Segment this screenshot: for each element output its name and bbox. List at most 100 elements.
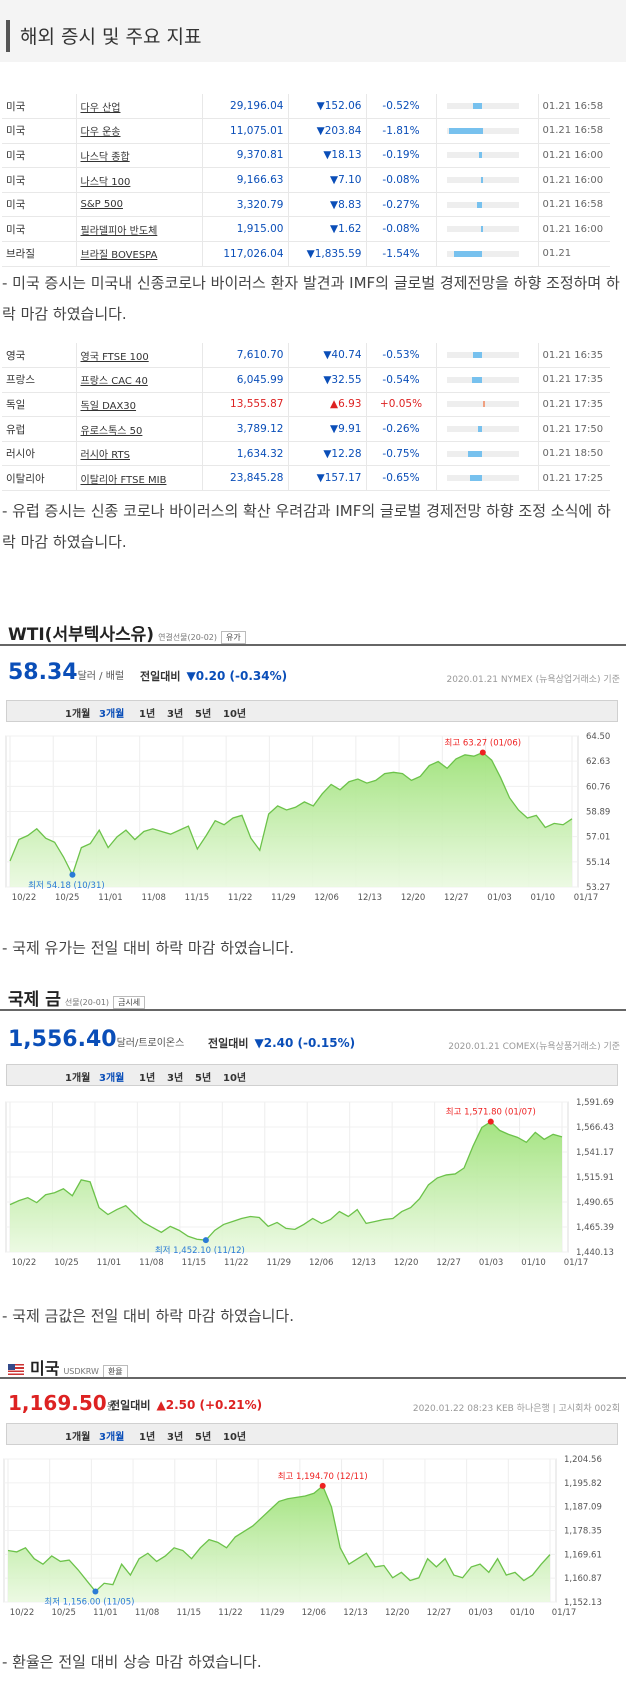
percent-cell: -0.19%: [366, 143, 437, 169]
tab-gold-4[interactable]: 5년: [195, 1073, 212, 1084]
market-row: 이탈리아 이탈리아 FTSE MIB 23,845.28 ▼157.17 -0.65% 0…: [2, 465, 610, 492]
wti-period-tabs: 1개월 3개월 1년 3년 5년 10년: [6, 700, 618, 722]
tab-gold-2[interactable]: 1년: [139, 1073, 156, 1084]
change-bar-cell: [436, 343, 539, 369]
usd-unit: 원: [106, 1402, 116, 1413]
high-marker: [479, 749, 486, 756]
gold-price-button[interactable]: 금시세: [113, 996, 146, 1009]
y-tick-label: 55.14: [586, 858, 610, 868]
change-cell: ▼157.17: [288, 465, 367, 492]
tab-wti-5[interactable]: 10년: [223, 709, 247, 720]
index-name-link[interactable]: 다우 운송: [76, 118, 203, 144]
x-tick-label: 12/27: [444, 893, 469, 903]
y-tick-label: 1,541.17: [576, 1148, 614, 1158]
gold-chart: 10/22 10/25 11/01 11/08 11/15 11/22 11/29 12/06…: [5, 1098, 614, 1268]
y-tick-label: 62.63: [586, 757, 610, 767]
index-name-link[interactable]: 영국 FTSE 100: [76, 343, 203, 369]
change-cell: ▼32.55: [288, 367, 367, 393]
x-tick-label: 01/10: [521, 1258, 546, 1268]
tab-usd-4[interactable]: 5년: [195, 1432, 212, 1443]
tab-gold-5[interactable]: 10년: [223, 1073, 247, 1084]
change-bar-fill: [470, 475, 483, 482]
change-bar-fill: [468, 450, 483, 457]
index-name-link[interactable]: 독일 DAX30: [76, 392, 203, 418]
tab-usd-0[interactable]: 1개월: [65, 1432, 91, 1443]
x-tick-label: 10/22: [12, 893, 37, 903]
market-row: 미국 다우 운송 11,075.01 ▼203.84 -1.81% 01.21 16:58: [2, 118, 610, 144]
change-bar-fill: [453, 250, 483, 257]
tab-usd-5[interactable]: 10년: [223, 1432, 247, 1443]
price-cell: 3,320.79: [202, 192, 289, 218]
change-bar-fill: [472, 352, 483, 359]
index-name-link[interactable]: 나스닥 종합: [76, 143, 203, 169]
x-tick-label: 12/27: [427, 1608, 452, 1618]
tab-gold-3[interactable]: 3년: [167, 1073, 184, 1084]
x-tick-label: 12/13: [343, 1608, 368, 1618]
y-tick-label: 1,515.91: [576, 1173, 614, 1183]
tab-wti-0[interactable]: 1개월: [65, 709, 91, 720]
tab-usd-2[interactable]: 1년: [139, 1432, 156, 1443]
index-name-link[interactable]: 필라델피아 반도체: [76, 216, 203, 243]
wti-price: 58.34: [8, 660, 78, 685]
price-cell: 3,789.12: [202, 416, 289, 442]
x-tick-label: 01/03: [468, 1608, 493, 1618]
change-bar-fill: [480, 177, 483, 184]
market-row: 프랑스 프랑스 CAC 40 6,045.99 ▼32.55 -0.54% 01.21 1…: [2, 367, 610, 393]
time-cell: 01.21 17:35: [538, 367, 610, 393]
price-cell: 9,370.81: [202, 143, 289, 169]
change-bar-fill: [482, 401, 485, 408]
x-tick-label: 01/10: [531, 893, 556, 903]
section-header: 해외 증시 및 주요 지표: [0, 0, 626, 62]
change-bar: [446, 177, 519, 184]
tab-gold-1[interactable]: 3개월: [99, 1073, 125, 1084]
tab-gold-0[interactable]: 1개월: [65, 1073, 91, 1084]
index-name-link[interactable]: 나스닥 100: [76, 167, 203, 193]
time-cell: 01.21 16:58: [538, 118, 610, 144]
us-market-table: 미국 다우 산업 29,196.04 ▼152.06 -0.52% 01.21 16:58…: [2, 94, 610, 267]
index-name-link[interactable]: 브라질 BOVESPA: [76, 241, 203, 267]
index-name-link[interactable]: 다우 산업: [76, 94, 203, 120]
change-bar-cell: [436, 216, 539, 243]
market-row: 미국 나스닥 종합 9,370.81 ▼18.13 -0.19% 01.21 16:00: [2, 143, 610, 169]
x-tick-label: 01/17: [552, 1608, 577, 1618]
y-tick-label: 1,490.65: [576, 1198, 614, 1208]
change-cell: ▼203.84: [288, 118, 367, 144]
x-tick-label: 12/13: [351, 1258, 376, 1268]
index-name-link[interactable]: 프랑스 CAC 40: [76, 367, 203, 393]
change-bar-fill: [477, 201, 483, 208]
change-bar: [446, 376, 519, 383]
gold-unit: 달러/트로이온스: [116, 1038, 185, 1049]
tab-wti-2[interactable]: 1년: [139, 709, 156, 720]
gold-price: 1,556.40: [8, 1027, 117, 1052]
percent-cell: -0.52%: [366, 94, 437, 120]
index-name-link[interactable]: 이탈리아 FTSE MIB: [76, 465, 203, 492]
high-marker: [319, 1482, 326, 1489]
index-name-link[interactable]: 러시아 RTS: [76, 441, 203, 467]
x-tick-label: 11/08: [135, 1608, 160, 1618]
market-row: 브라질 브라질 BOVESPA 117,026.04 ▼1,835.59 -1.54% 0…: [2, 241, 610, 267]
high-marker: [487, 1118, 494, 1125]
tab-wti-1[interactable]: 3개월: [99, 709, 125, 720]
tab-wti-3[interactable]: 3년: [167, 709, 184, 720]
x-tick-label: 11/29: [271, 893, 296, 903]
change-bar-cell: [436, 392, 539, 418]
usd-panel: 미국 USDKRW 환율 1,169.50원 전일대비 ▲2.50 (+0.21%) …: [0, 1349, 626, 1632]
tab-usd-3[interactable]: 3년: [167, 1432, 184, 1443]
y-tick-label: 1,566.43: [576, 1123, 614, 1133]
wti-oil-button[interactable]: 유가: [221, 631, 246, 644]
index-name-link[interactable]: 유로스톡스 50: [76, 416, 203, 442]
country-cell: 미국: [2, 167, 77, 193]
change-bar-cell: [436, 118, 539, 144]
change-cell: ▼12.28: [288, 441, 367, 467]
country-cell: 미국: [2, 143, 77, 169]
country-cell: 러시아: [2, 441, 77, 467]
change-cell: ▼8.83: [288, 192, 367, 218]
index-name-link[interactable]: S&P 500: [76, 192, 203, 218]
tab-wti-4[interactable]: 5년: [195, 709, 212, 720]
tab-usd-1[interactable]: 3개월: [99, 1432, 125, 1443]
market-row: 미국 S&P 500 3,320.79 ▼8.83 -0.27% 01.21 16:58: [2, 192, 610, 218]
y-tick-label: 53.27: [586, 883, 610, 893]
x-tick-label: 12/06: [314, 893, 339, 903]
x-tick-label: 11/01: [93, 1608, 118, 1618]
change-cell: ▲6.93: [288, 392, 367, 418]
